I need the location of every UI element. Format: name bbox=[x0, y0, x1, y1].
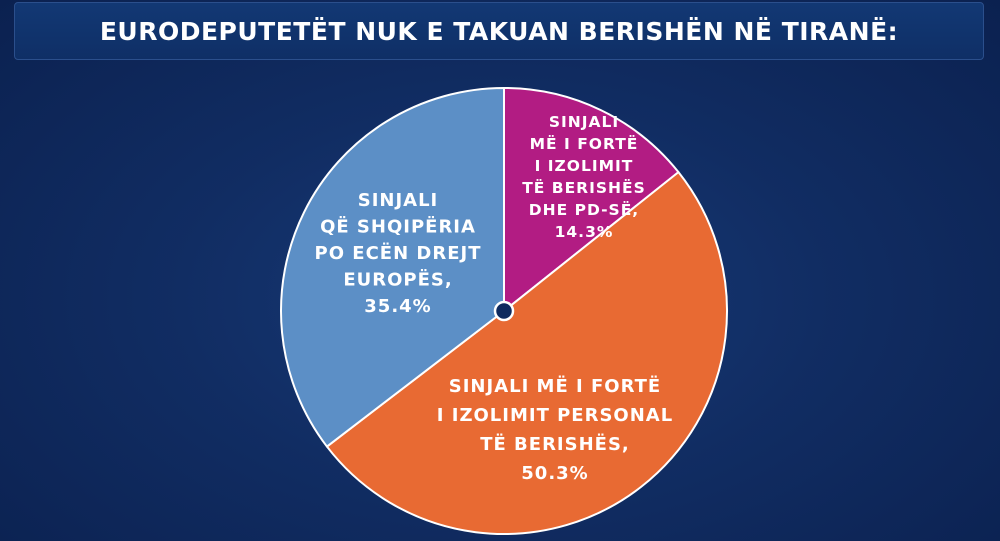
slice-label-line: DHE PD-SË, bbox=[529, 200, 639, 219]
pie-slices bbox=[280, 87, 728, 535]
slice-label-line: QË SHQIPËRIA bbox=[320, 216, 476, 238]
slice-label-line: SINJALI bbox=[358, 190, 439, 211]
title-bar: EURODEPUTETËT NUK E TAKUAN BERISHËN NË T… bbox=[14, 2, 984, 60]
pie-labels: SINJALI MË I FORTË I IZOLIMIT TË BERISHËS DH… bbox=[315, 113, 673, 484]
slice-label-line: EUROPËS, bbox=[343, 269, 452, 291]
slice-label-3: SINJALI QË SHQIPËRIA PO ECËN DREJT EUROPËS,… bbox=[315, 190, 482, 317]
slice-label-line: SINJALI bbox=[549, 113, 619, 131]
slice-label-line: I IZOLIMIT bbox=[535, 157, 634, 175]
slice-label-line: 35.4% bbox=[364, 296, 431, 317]
slice-label-line: I IZOLIMIT PERSONAL bbox=[437, 405, 673, 426]
slice-label-line: PO ECËN DREJT bbox=[315, 242, 482, 264]
pie-slice-3 bbox=[280, 87, 505, 448]
slice-label-line: 14.3% bbox=[555, 223, 614, 241]
slice-label-line: TË BERISHËS, bbox=[480, 433, 630, 455]
slice-label-line: TË BERISHËS bbox=[522, 178, 646, 197]
slice-label-1: SINJALI MË I FORTË I IZOLIMIT TË BERISHËS DH… bbox=[522, 113, 646, 241]
pie-slice-1 bbox=[503, 87, 680, 312]
slice-label-line: MË I FORTË bbox=[530, 134, 639, 153]
pie-slice-2 bbox=[325, 171, 728, 535]
slice-label-line: SINJALI MË I FORTË bbox=[449, 375, 661, 397]
slice-label-line: 50.3% bbox=[521, 463, 588, 484]
pie-center-dot bbox=[493, 300, 515, 322]
slice-label-2: SINJALI MË I FORTË I IZOLIMIT PERSONAL TË … bbox=[437, 375, 673, 484]
chart-title: EURODEPUTETËT NUK E TAKUAN BERISHËN NË T… bbox=[99, 17, 899, 46]
